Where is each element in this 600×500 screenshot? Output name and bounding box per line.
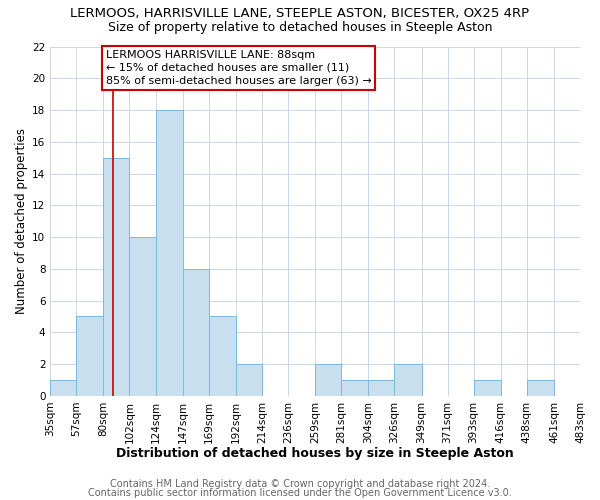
- Bar: [76, 316, 103, 396]
- Bar: [155, 110, 183, 396]
- Bar: [368, 380, 394, 396]
- Text: LERMOOS HARRISVILLE LANE: 88sqm
← 15% of detached houses are smaller (11)
85% of: LERMOOS HARRISVILLE LANE: 88sqm ← 15% of…: [106, 50, 371, 86]
- Bar: [315, 364, 341, 396]
- Text: Contains public sector information licensed under the Open Government Licence v3: Contains public sector information licen…: [88, 488, 512, 498]
- X-axis label: Distribution of detached houses by size in Steeple Aston: Distribution of detached houses by size …: [116, 447, 514, 460]
- Bar: [394, 364, 422, 396]
- Text: Size of property relative to detached houses in Steeple Aston: Size of property relative to detached ho…: [108, 21, 492, 34]
- Y-axis label: Number of detached properties: Number of detached properties: [15, 128, 28, 314]
- Bar: [580, 380, 600, 396]
- Text: Contains HM Land Registry data © Crown copyright and database right 2024.: Contains HM Land Registry data © Crown c…: [110, 479, 490, 489]
- Bar: [473, 380, 501, 396]
- Bar: [50, 380, 76, 396]
- Bar: [236, 364, 262, 396]
- Bar: [341, 380, 368, 396]
- Text: LERMOOS, HARRISVILLE LANE, STEEPLE ASTON, BICESTER, OX25 4RP: LERMOOS, HARRISVILLE LANE, STEEPLE ASTON…: [70, 8, 530, 20]
- Bar: [103, 158, 130, 396]
- Bar: [209, 316, 236, 396]
- Bar: [130, 237, 155, 396]
- Bar: [527, 380, 554, 396]
- Bar: [183, 269, 209, 396]
